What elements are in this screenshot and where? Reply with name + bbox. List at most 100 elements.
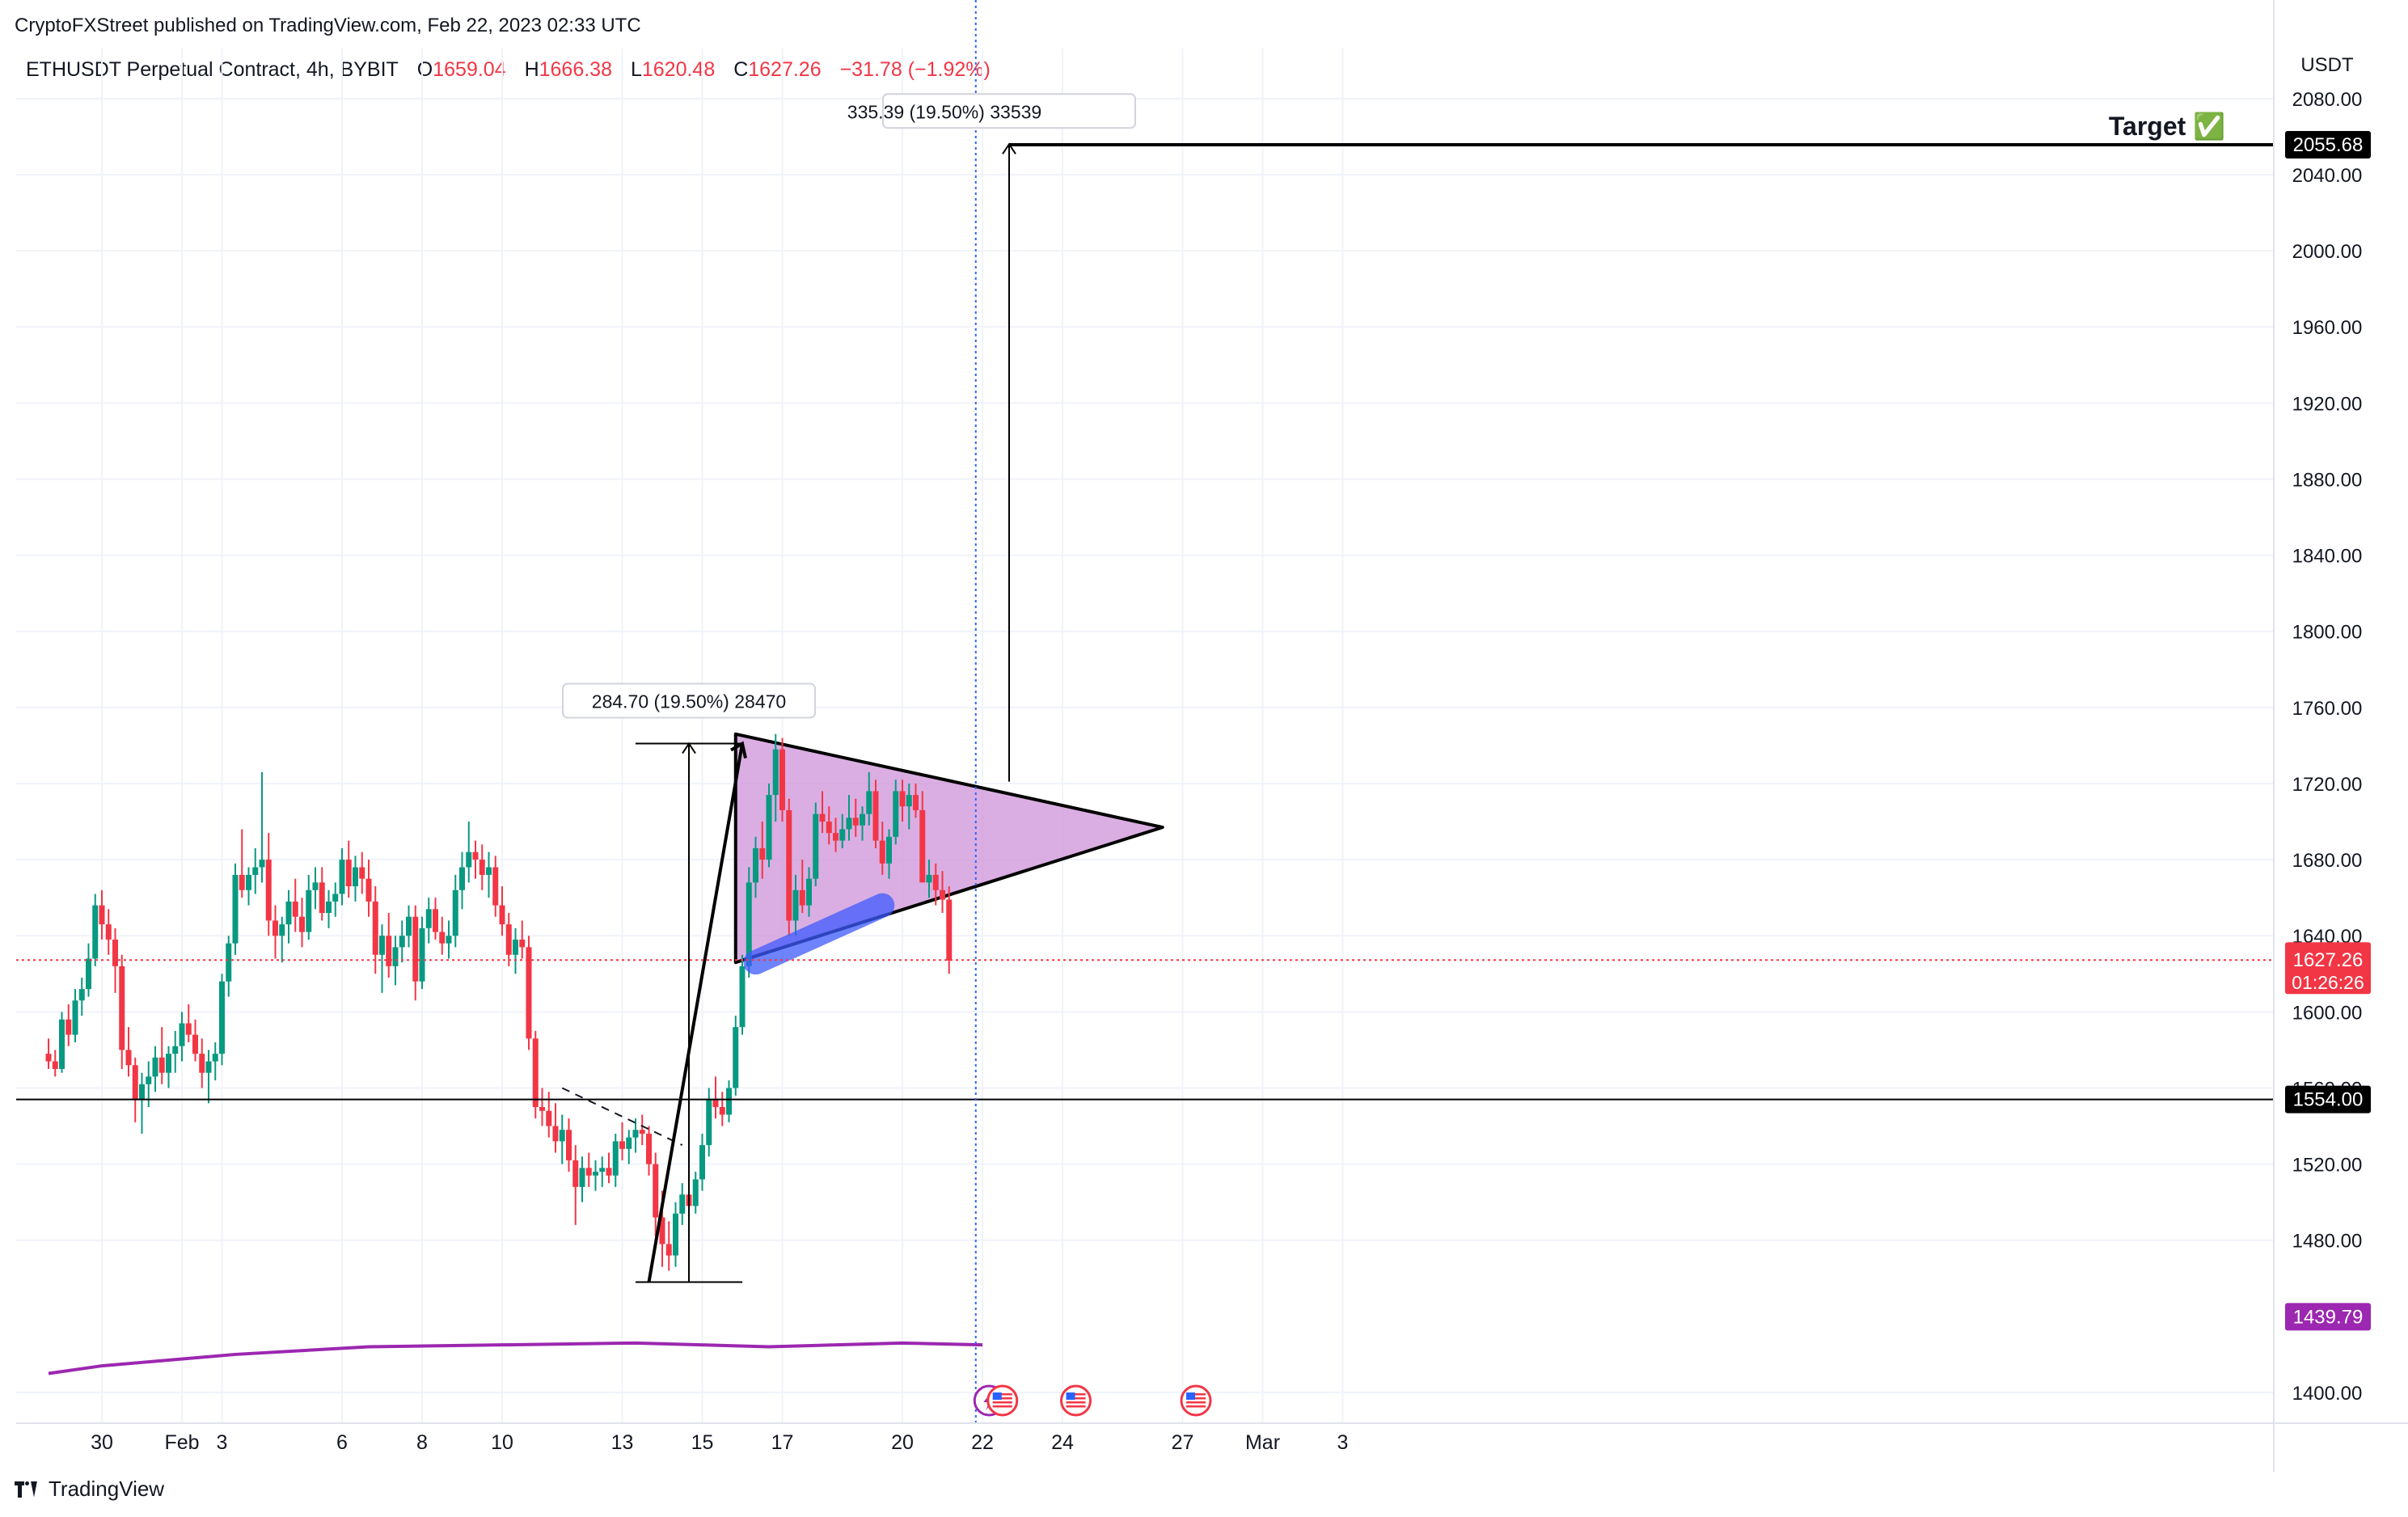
candle-body: [406, 916, 412, 936]
candle-body: [299, 916, 305, 932]
candle-body: [799, 889, 805, 906]
price-tick-label: 1800.00: [2292, 622, 2363, 644]
candle-body: [386, 936, 392, 966]
candle-body: [359, 867, 365, 879]
candle-body: [199, 1054, 205, 1073]
candle-body: [612, 1141, 619, 1176]
candle-body: [659, 1217, 665, 1244]
candle-body: [653, 1164, 659, 1218]
candle-body: [626, 1137, 632, 1149]
publisher-header: CryptoFXStreet published on TradingView.…: [15, 15, 641, 36]
candle-body: [86, 958, 91, 990]
candle-body: [486, 867, 492, 875]
candles: [45, 733, 953, 1271]
candle-body: [940, 889, 945, 900]
price-tick-label: 1400.00: [2292, 1383, 2363, 1405]
candle-body: [492, 867, 499, 906]
date-tick-label: 13: [611, 1431, 634, 1454]
price-tick-label: 1680.00: [2292, 850, 2363, 872]
candle-body: [166, 1054, 171, 1073]
candle-body: [425, 909, 432, 928]
candle-body: [772, 749, 779, 796]
us-flag-event-icon: [1180, 1384, 1212, 1417]
candle-body: [466, 851, 472, 868]
date-tick-label: 8: [416, 1431, 428, 1454]
candle-body: [786, 809, 792, 921]
candle-body: [813, 813, 819, 879]
candle-body: [412, 916, 419, 982]
candle-body: [92, 905, 99, 959]
us-flag-event-icon: [986, 1384, 1019, 1417]
candle-body: [146, 1076, 152, 1084]
candle-body: [158, 1057, 165, 1073]
candle-body: [532, 1038, 539, 1108]
us-flag-event-icon: [1060, 1384, 1092, 1417]
date-tick-label: 3: [217, 1431, 228, 1454]
candle-body: [345, 860, 352, 887]
close-value: 1627.26: [748, 58, 822, 81]
flag-stripe: [1066, 1401, 1086, 1404]
candle-body: [919, 809, 926, 883]
date-tick-label: 6: [336, 1431, 348, 1454]
candle-body: [52, 1061, 58, 1069]
flag-stripe: [992, 1397, 1012, 1400]
candle-body: [872, 791, 879, 841]
date-tick-label: 30: [91, 1431, 113, 1454]
candle-body: [326, 901, 332, 913]
candle-body: [306, 889, 312, 932]
date-tick-label: 3: [1337, 1431, 1349, 1454]
candle-body: [566, 1130, 572, 1160]
candle-body: [519, 939, 526, 948]
price-tick-label: 1600.00: [2292, 1002, 2363, 1024]
drawings: 284.70 (19.50%) 28470 335.39 (19.50%) 335…: [16, 0, 2274, 1423]
candle-body: [926, 874, 932, 883]
flag-stripe: [1066, 1405, 1086, 1408]
candle-body: [779, 749, 785, 810]
flag-stripe: [1066, 1397, 1086, 1400]
candle-body: [792, 889, 799, 921]
candle-body: [526, 947, 532, 1039]
candle-body: [105, 924, 112, 940]
measure-pole-arrow: [682, 742, 696, 754]
symbol-title[interactable]: ETHUSDT Perpetual Contract, 4h, BYBIT: [26, 58, 399, 81]
candle-body: [706, 1099, 712, 1146]
candle-body: [272, 920, 278, 936]
candle-body: [746, 882, 752, 966]
date-tick-label: 24: [1051, 1431, 1074, 1454]
candle-body: [499, 905, 505, 925]
candle-body: [459, 867, 465, 890]
candle-body: [192, 1034, 198, 1054]
candle-body: [899, 791, 906, 807]
candle-body: [759, 847, 766, 860]
flag-stripe: [992, 1401, 1012, 1404]
candle-body: [339, 860, 345, 894]
candle-body: [572, 1160, 579, 1187]
candle-body: [632, 1130, 639, 1138]
close-label: C: [733, 58, 749, 81]
candle-body: [932, 874, 939, 890]
bar-countdown: 01:26:26: [2292, 972, 2364, 993]
candle-body: [246, 874, 251, 890]
candle-body: [585, 1168, 592, 1176]
candle-body: [712, 1099, 719, 1108]
candle-body: [665, 1244, 672, 1256]
candle-body: [692, 1179, 699, 1206]
flag-canton: [992, 1392, 1002, 1400]
candle-body: [65, 1019, 72, 1035]
measure-pole-label-box: [562, 682, 816, 719]
target-price-badge: 2055.68: [2293, 134, 2364, 156]
candle-body: [132, 1065, 138, 1100]
price-tick-label: 1880.00: [2292, 469, 2363, 491]
candle-body: [619, 1141, 625, 1149]
candle-body: [826, 822, 832, 834]
candle-body: [125, 1050, 132, 1066]
candle-body: [78, 989, 85, 1001]
candle-body: [226, 943, 232, 982]
candle-body: [99, 905, 105, 925]
flag-stripe: [992, 1393, 1012, 1396]
open-label: O: [416, 58, 433, 81]
candle-body: [886, 836, 892, 864]
candle-body: [860, 813, 865, 826]
axes: 2080.00 2040.00 2000.00 1960.00 1920.00 1880.…: [16, 0, 2408, 1472]
